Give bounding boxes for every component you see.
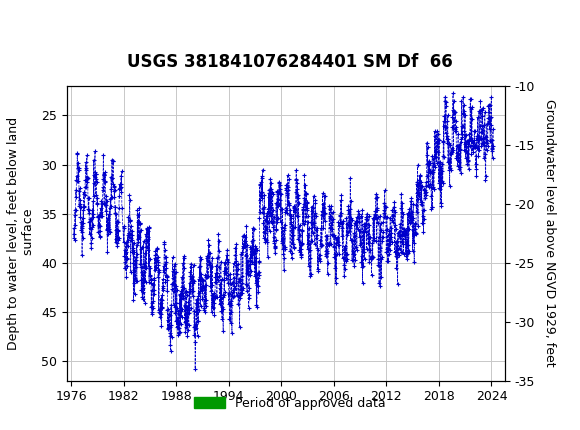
Y-axis label: Depth to water level, feet below land
 surface: Depth to water level, feet below land su… [8,117,35,350]
Text: USGS 381841076284401 SM Df  66: USGS 381841076284401 SM Df 66 [127,53,453,71]
Text: ≡USGS: ≡USGS [3,9,79,28]
Legend: Period of approved data: Period of approved data [189,392,391,415]
Y-axis label: Groundwater level above NGVD 1929, feet: Groundwater level above NGVD 1929, feet [543,99,556,367]
